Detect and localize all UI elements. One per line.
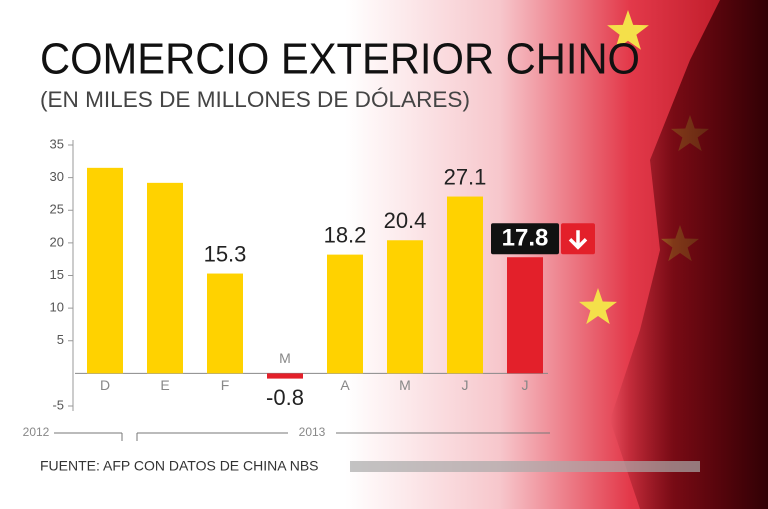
silhouette xyxy=(610,0,768,509)
x-tick-label: E xyxy=(160,377,169,393)
x-tick-label: J xyxy=(522,377,529,393)
y-tick-label: -5 xyxy=(52,397,64,412)
x-tick-label: F xyxy=(221,377,230,393)
value-label: 17.8 xyxy=(502,225,549,252)
highlight-box xyxy=(491,223,559,255)
value-label: 20.4 xyxy=(384,208,427,233)
x-tick-label: J xyxy=(462,377,469,393)
bar xyxy=(87,167,123,374)
year-label-bg xyxy=(20,424,54,442)
x-tick-label: M xyxy=(399,377,411,393)
y-tick-label: 25 xyxy=(50,202,64,217)
bar xyxy=(147,182,183,374)
bar xyxy=(447,196,483,374)
y-tick-label: 10 xyxy=(50,300,64,315)
x-tick-label: M xyxy=(279,350,291,366)
year-label: 2013 xyxy=(299,425,326,439)
year-label-bg xyxy=(288,424,336,442)
value-label: 18.2 xyxy=(324,222,367,247)
value-label: -0.8 xyxy=(266,385,304,410)
bar xyxy=(507,257,543,374)
y-tick-label: 30 xyxy=(50,169,64,184)
chart-subtitle: (EN MILES DE MILLONES DE DÓLARES) xyxy=(40,87,470,112)
down-arrow xyxy=(568,230,588,250)
year-label: 2012 xyxy=(23,425,50,439)
bar xyxy=(207,273,243,374)
y-tick-label: 20 xyxy=(50,234,64,249)
value-label: 27.1 xyxy=(444,164,487,189)
bar xyxy=(327,254,363,374)
bar xyxy=(267,373,303,379)
y-tick-label: 15 xyxy=(50,267,64,282)
y-tick-label: 5 xyxy=(57,332,64,347)
x-tick-label: D xyxy=(100,377,110,393)
x-tick-label: A xyxy=(340,377,350,393)
y-tick-label: 35 xyxy=(50,136,64,151)
value-label: 15.3 xyxy=(204,241,247,266)
source: FUENTE: AFP CON DATOS DE CHINA NBS xyxy=(40,458,319,474)
chart-title: COMERCIO EXTERIOR CHINO xyxy=(40,35,640,84)
source-bar xyxy=(350,461,700,472)
bar xyxy=(387,240,423,374)
